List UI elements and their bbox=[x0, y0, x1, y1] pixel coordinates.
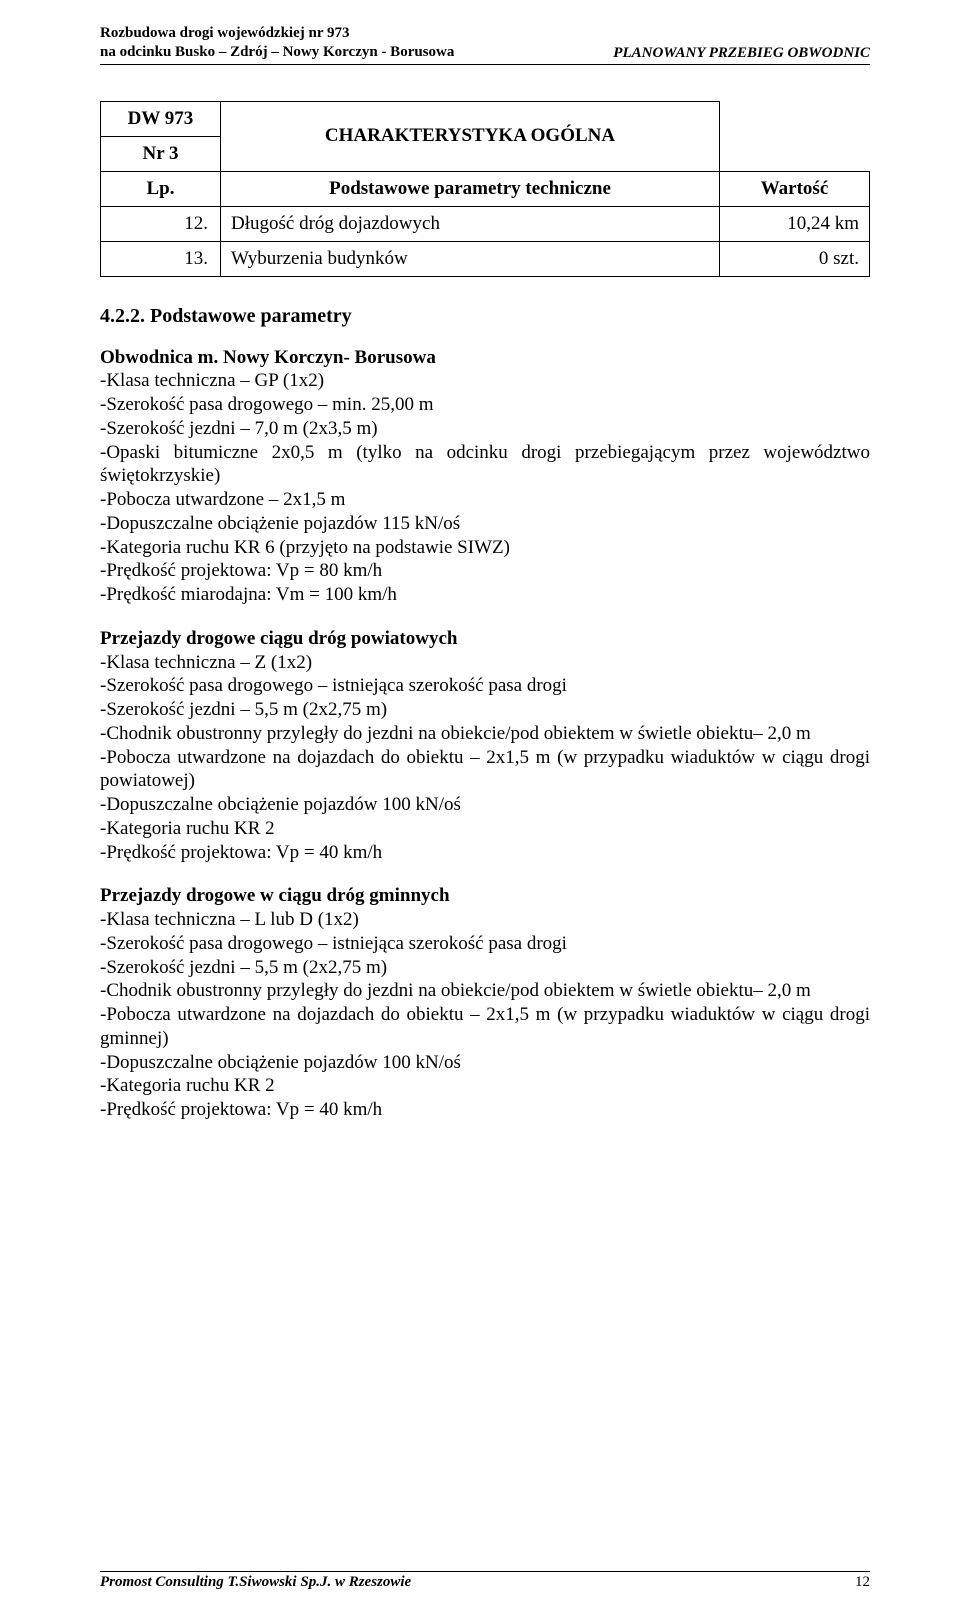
spec-line: -Chodnik obustronny przyległy do jezdni … bbox=[100, 979, 870, 1003]
spec-line: -Szerokość jezdni – 5,5 m (2x2,75 m) bbox=[100, 956, 870, 980]
cell-lp: 13. bbox=[101, 241, 221, 276]
group-gmin: Przejazdy drogowe w ciągu dróg gminnych … bbox=[100, 884, 870, 1122]
cell-value: 0 szt. bbox=[720, 241, 870, 276]
cell-nr: Nr 3 bbox=[101, 136, 221, 171]
cell-lp: 12. bbox=[101, 206, 221, 241]
spec-line: -Prędkość projektowa: Vp = 40 km/h bbox=[100, 841, 870, 865]
document-footer: Promost Consulting T.Siwowski Sp.J. w Rz… bbox=[100, 1571, 870, 1591]
cell-characteristics-title: CHARAKTERYSTYKA OGÓLNA bbox=[221, 101, 720, 171]
spec-line: -Prędkość projektowa: Vp = 80 km/h bbox=[100, 559, 870, 583]
document-header: Rozbudowa drogi wojewódzkiej nr 973 na o… bbox=[100, 24, 870, 65]
spec-line: -Klasa techniczna – L lub D (1x2) bbox=[100, 908, 870, 932]
header-right: PLANOWANY PRZEBIEG OBWODNIC bbox=[613, 45, 870, 62]
section-number: 4.2.2. bbox=[100, 305, 145, 327]
spec-line: -Dopuszczalne obciążenie pojazdów 115 kN… bbox=[100, 512, 870, 536]
group-powiat: Przejazdy drogowe ciągu dróg powiatowych… bbox=[100, 627, 870, 865]
header-line1: Rozbudowa drogi wojewódzkiej nr 973 bbox=[100, 24, 454, 43]
group-title: Przejazdy drogowe w ciągu dróg gminnych bbox=[100, 884, 870, 908]
cell-param: Długość dróg dojazdowych bbox=[221, 206, 720, 241]
spec-line: -Klasa techniczna – GP (1x2) bbox=[100, 369, 870, 393]
spec-line: -Pobocza utwardzone na dojazdach do obie… bbox=[100, 746, 870, 794]
spec-line: -Dopuszczalne obciążenie pojazdów 100 kN… bbox=[100, 793, 870, 817]
spec-line: -Klasa techniczna – Z (1x2) bbox=[100, 651, 870, 675]
spec-line: -Szerokość pasa drogowego – min. 25,00 m bbox=[100, 393, 870, 417]
spec-line: -Prędkość miarodajna: Vm = 100 km/h bbox=[100, 583, 870, 607]
cell-value: 10,24 km bbox=[720, 206, 870, 241]
section-title: Podstawowe parametry bbox=[150, 305, 352, 327]
spec-line: -Kategoria ruchu KR 2 bbox=[100, 817, 870, 841]
cell-param: Wyburzenia budynków bbox=[221, 241, 720, 276]
table-row: 12. Długość dróg dojazdowych 10,24 km bbox=[101, 206, 870, 241]
group-title: Przejazdy drogowe ciągu dróg powiatowych bbox=[100, 627, 870, 651]
spec-line: -Chodnik obustronny przyległy do jezdni … bbox=[100, 722, 870, 746]
spec-line: -Dopuszczalne obciążenie pojazdów 100 kN… bbox=[100, 1051, 870, 1075]
group-title: Obwodnica m. Nowy Korczyn- Borusowa bbox=[100, 347, 436, 368]
spec-line: -Pobocza utwardzone na dojazdach do obie… bbox=[100, 1003, 870, 1051]
spec-line: -Szerokość jezdni – 5,5 m (2x2,75 m) bbox=[100, 698, 870, 722]
cell-dw: DW 973 bbox=[101, 101, 221, 136]
spec-table: DW 973 CHARAKTERYSTYKA OGÓLNA Nr 3 Lp. P… bbox=[100, 101, 870, 277]
spec-line: -Kategoria ruchu KR 6 (przyjęto na podst… bbox=[100, 536, 870, 560]
col-header-param: Podstawowe parametry techniczne bbox=[221, 171, 720, 206]
spec-line: -Szerokość pasa drogowego – istniejąca s… bbox=[100, 674, 870, 698]
header-left: Rozbudowa drogi wojewódzkiej nr 973 na o… bbox=[100, 24, 454, 62]
spec-line: -Szerokość pasa drogowego – istniejąca s… bbox=[100, 932, 870, 956]
col-header-value: Wartość bbox=[720, 171, 870, 206]
col-header-lp: Lp. bbox=[101, 171, 221, 206]
table-row: 13. Wyburzenia budynków 0 szt. bbox=[101, 241, 870, 276]
spec-line: -Prędkość projektowa: Vp = 40 km/h bbox=[100, 1098, 870, 1122]
footer-left: Promost Consulting T.Siwowski Sp.J. w Rz… bbox=[100, 1574, 411, 1591]
group-obwodnica: Obwodnica m. Nowy Korczyn- Borusowa -Kla… bbox=[100, 346, 870, 607]
header-line2: na odcinku Busko – Zdrój – Nowy Korczyn … bbox=[100, 43, 454, 62]
spec-line: -Opaski bitumiczne 2x0,5 m (tylko na odc… bbox=[100, 441, 870, 489]
footer-page-number: 12 bbox=[855, 1574, 870, 1591]
section-heading: 4.2.2. Podstawowe parametry bbox=[100, 305, 870, 328]
spec-line: -Szerokość jezdni – 7,0 m (2x3,5 m) bbox=[100, 417, 870, 441]
spec-line: -Kategoria ruchu KR 2 bbox=[100, 1074, 870, 1098]
spec-line: -Pobocza utwardzone – 2x1,5 m bbox=[100, 488, 870, 512]
